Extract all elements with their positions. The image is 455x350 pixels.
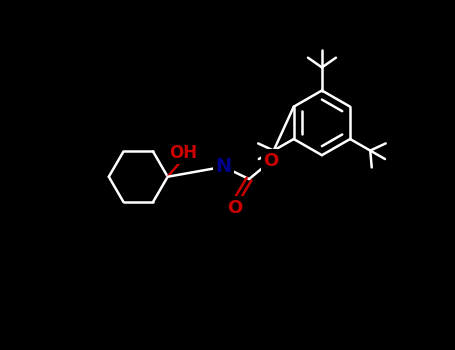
Text: OH: OH — [169, 144, 197, 162]
Text: O: O — [263, 152, 278, 170]
Text: O: O — [228, 198, 243, 217]
Text: N: N — [215, 157, 232, 176]
